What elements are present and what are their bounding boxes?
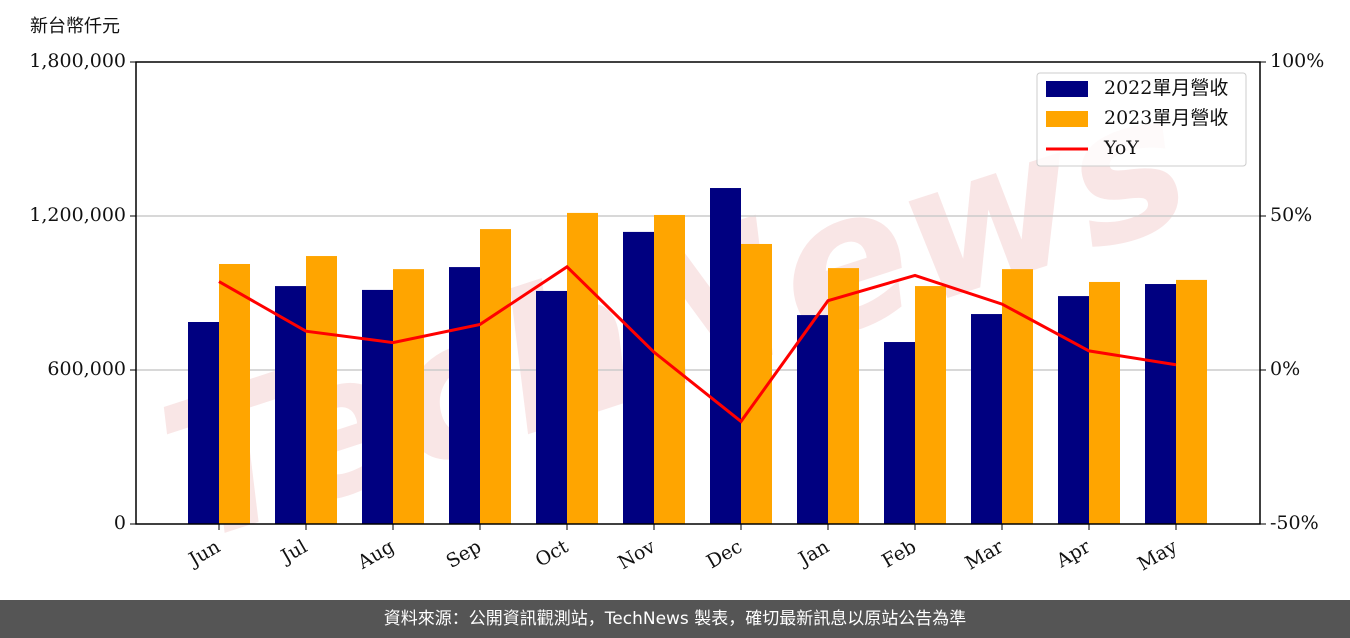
x-tick-label: Aug	[353, 536, 398, 575]
legend-label: YoY	[1103, 137, 1139, 159]
y2-tick-label: -50%	[1270, 512, 1319, 534]
x-tick-label: Dec	[703, 536, 746, 574]
bar	[1176, 279, 1207, 524]
x-tick-label: Mar	[961, 535, 1007, 574]
y-tick-label: 0	[114, 512, 126, 534]
bar	[884, 342, 915, 524]
legend-box	[1036, 72, 1247, 167]
chart: 新台幣仟元 TechNews 0600,0001,200,0001,800,00…	[29, 16, 1324, 586]
bar	[362, 289, 393, 524]
x-tick-label: Jan	[793, 536, 833, 572]
footer: 資料來源：公開資訊觀測站，TechNews 製表，確切最新訊息以原站公告為準	[0, 600, 1350, 638]
y-tick-label: 600,000	[47, 358, 126, 380]
x-tick-label: May	[1134, 535, 1181, 575]
legend-label: 2022單月營收	[1104, 77, 1228, 99]
bar	[306, 256, 337, 524]
bar	[567, 212, 598, 525]
y-axis-label: 新台幣仟元	[30, 16, 120, 37]
x-tick-label: Nov	[614, 535, 659, 574]
bar	[710, 188, 741, 525]
bar	[275, 286, 306, 524]
bar	[480, 229, 511, 524]
y2-tick-label: 0%	[1270, 358, 1300, 380]
y2-tick-label: 50%	[1270, 204, 1312, 226]
legend-patch	[1046, 111, 1088, 127]
x-tick-label: Apr	[1052, 535, 1095, 572]
bar	[1058, 296, 1089, 524]
x-tick-label: Oct	[532, 535, 573, 571]
bar	[393, 269, 424, 524]
legend-patch	[1046, 81, 1088, 97]
legend-label: 2023單月營收	[1104, 107, 1228, 129]
x-tick-label: Sep	[442, 536, 485, 573]
bar	[971, 314, 1002, 524]
bar	[623, 231, 654, 524]
bar	[449, 267, 480, 524]
bar	[536, 290, 567, 524]
plot-frame	[135, 61, 1261, 525]
y-tick-label: 1,200,000	[29, 204, 126, 226]
bar	[1145, 284, 1176, 524]
bar	[219, 263, 250, 524]
x-tick-label: Feb	[878, 536, 920, 573]
bar	[1089, 281, 1120, 524]
yoy-line	[218, 264, 1177, 424]
bar	[654, 214, 685, 524]
bar	[915, 286, 946, 524]
y2-tick-label: 100%	[1270, 50, 1324, 72]
y-tick-label: 1,800,000	[29, 50, 126, 72]
bar	[797, 315, 828, 524]
bar	[188, 322, 219, 524]
bar	[828, 268, 859, 524]
